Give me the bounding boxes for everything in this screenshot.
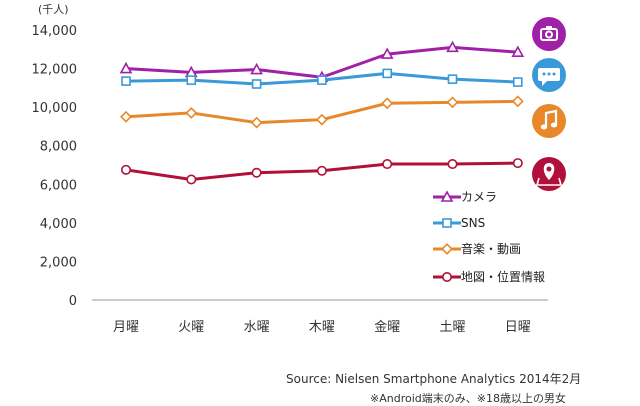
data-point <box>447 74 458 84</box>
data-point <box>317 75 327 85</box>
data-point <box>119 61 133 74</box>
y-tick-label: 2,000 <box>40 255 77 270</box>
legend-marker <box>442 218 452 228</box>
legend-item: 地図・位置情報 <box>433 269 545 284</box>
legend-label: カメラ <box>461 190 497 204</box>
data-point <box>250 62 263 75</box>
y-axis-unit-label: (千人) <box>38 3 69 16</box>
y-tick-label: 4,000 <box>40 217 77 232</box>
legend-marker <box>440 190 454 202</box>
legend-label: 地図・位置情報 <box>461 269 545 284</box>
series-layer <box>119 40 525 185</box>
bubble-dot <box>542 72 546 76</box>
data-point <box>121 164 132 175</box>
pin-hole <box>546 166 552 172</box>
data-point <box>250 116 263 129</box>
legend-marker <box>441 271 452 282</box>
data-point <box>446 40 459 53</box>
data-point <box>382 68 393 79</box>
data-point <box>512 158 523 169</box>
data-point <box>316 165 327 176</box>
axes: 0 2,000 4,000 6,000 8,000 10,000 12,000 14,000 月… <box>32 24 548 335</box>
legend-item: カメラ <box>433 190 497 204</box>
data-point <box>511 95 524 108</box>
data-point <box>120 110 132 123</box>
footnote: ※Android端末のみ、※18歳以上の男女 <box>370 392 566 405</box>
legend-item: SNS <box>433 216 485 230</box>
map-base <box>535 177 563 186</box>
data-point <box>251 167 262 178</box>
y-tick-label: 8,000 <box>40 140 77 155</box>
x-tick-label: 土曜 <box>439 320 465 335</box>
y-tick-label: 14,000 <box>32 24 78 39</box>
y-tick-label: 6,000 <box>40 178 77 193</box>
data-point <box>446 96 459 109</box>
camera-icon <box>532 17 566 51</box>
data-point <box>381 97 394 110</box>
data-point <box>511 45 525 57</box>
note-head <box>540 124 548 130</box>
data-point <box>186 174 197 185</box>
camera-top <box>546 26 552 29</box>
bubble-dot <box>552 72 556 76</box>
series-square <box>121 68 523 89</box>
bubble-dot <box>547 72 551 76</box>
chat-bubble-icon <box>532 58 566 92</box>
icon-badge <box>532 17 566 51</box>
legend-label: SNS <box>461 216 485 230</box>
icon-badge <box>532 104 566 138</box>
data-point <box>186 75 197 85</box>
data-point <box>380 47 394 59</box>
x-tick-label: 月曜 <box>113 320 139 335</box>
data-point <box>512 77 523 87</box>
x-tick-label: 火曜 <box>178 320 204 335</box>
y-tick-label: 10,000 <box>32 101 78 116</box>
data-point <box>185 106 198 119</box>
data-point <box>447 159 458 170</box>
music-note-icon <box>532 104 566 138</box>
map-pin-icon <box>532 157 566 191</box>
y-tick-label: 12,000 <box>32 63 78 78</box>
category-icons <box>532 17 566 191</box>
y-tick-label: 0 <box>69 294 77 309</box>
x-tick-label: 水曜 <box>244 320 270 335</box>
legend-label: 音楽・動画 <box>461 241 521 256</box>
camera-lens <box>545 30 553 39</box>
legend-item: 音楽・動画 <box>433 241 521 256</box>
x-tick-label: 日曜 <box>505 320 531 335</box>
series-circle <box>121 158 523 185</box>
x-tick-label: 木曜 <box>309 320 335 335</box>
series-diamond <box>120 95 524 129</box>
note-head <box>550 122 558 128</box>
data-point <box>315 113 328 126</box>
source-caption: Source: Nielsen Smartphone Analytics 201… <box>286 372 582 386</box>
legend-marker <box>441 243 453 255</box>
data-point <box>121 76 131 86</box>
x-tick-label: 金曜 <box>374 319 400 335</box>
note-stems <box>544 109 558 126</box>
data-point <box>382 159 393 170</box>
data-point <box>251 79 262 89</box>
bubble-shape <box>538 68 560 86</box>
